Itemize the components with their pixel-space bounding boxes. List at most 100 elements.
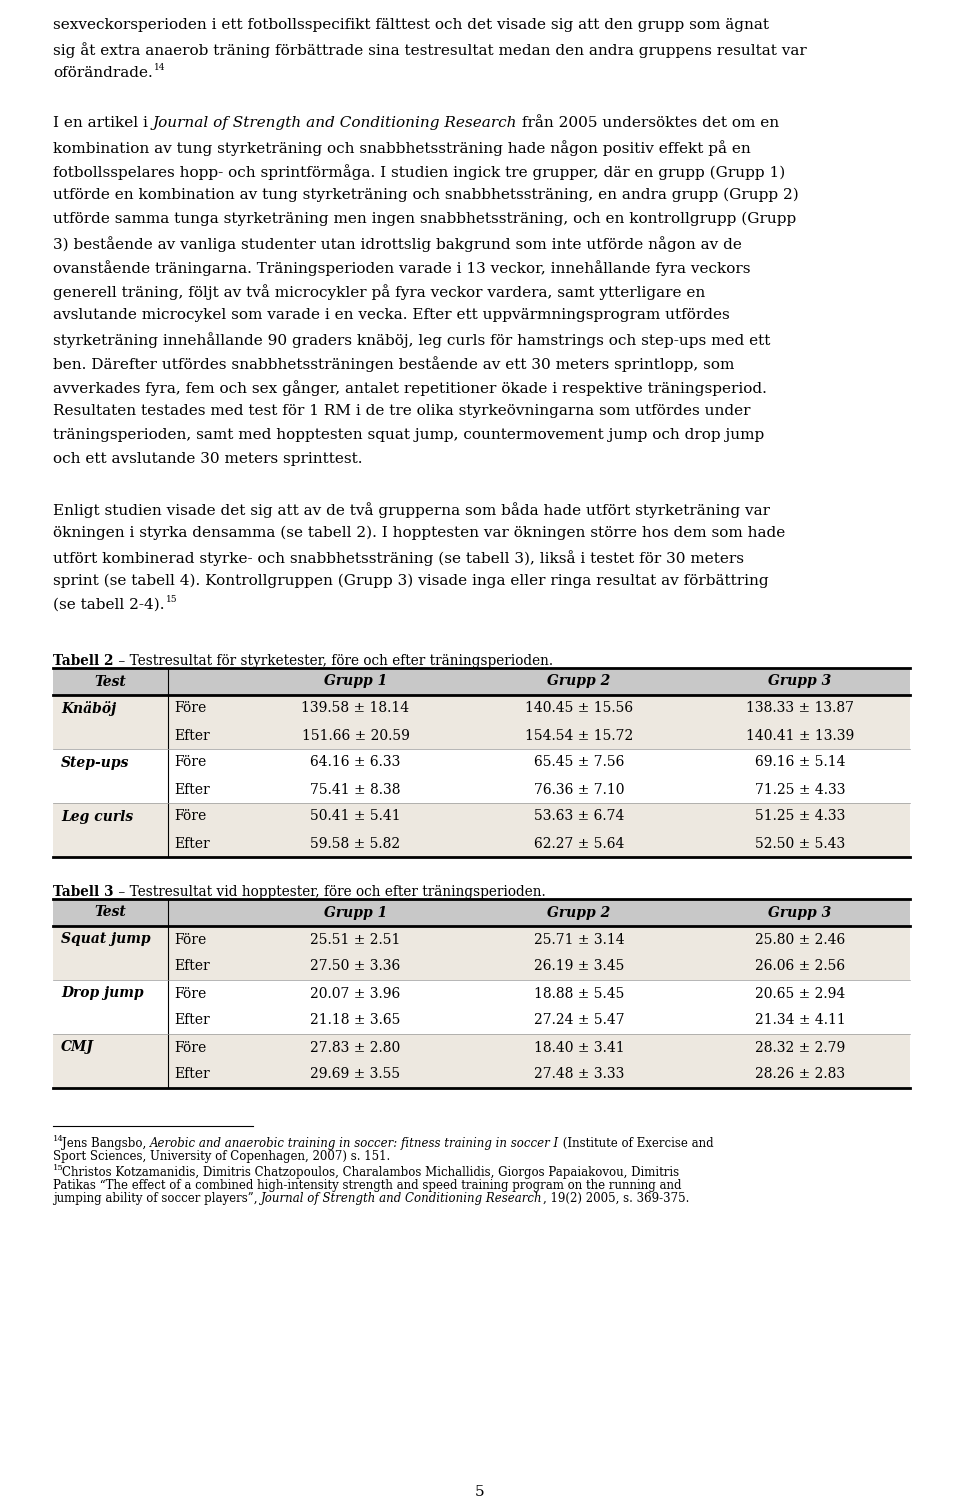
Text: Patikas “The effect of a combined high-intensity strength and speed training pro: Patikas “The effect of a combined high-i…	[53, 1179, 682, 1191]
Text: utförde en kombination av tung styrketräning och snabbhetssträning, en andra gru: utförde en kombination av tung styrketrä…	[53, 188, 799, 202]
Bar	[53, 668, 910, 695]
Text: fotbollsspelares hopp- och sprintförmåga. I studien ingick tre grupper, där en g: fotbollsspelares hopp- och sprintförmåga…	[53, 164, 785, 179]
Text: generell träning, följt av två microcykler på fyra veckor vardera, samt ytterlig: generell träning, följt av två microcykl…	[53, 284, 706, 300]
Bar	[53, 899, 910, 926]
Text: 139.58 ± 18.14: 139.58 ± 18.14	[301, 701, 410, 715]
Text: Efter: Efter	[174, 959, 209, 974]
Text: 27.83 ± 2.80: 27.83 ± 2.80	[310, 1041, 400, 1054]
Text: Efter: Efter	[174, 837, 209, 851]
Text: 71.25 ± 4.33: 71.25 ± 4.33	[755, 783, 845, 796]
Text: Efter: Efter	[174, 1013, 209, 1027]
Bar	[53, 1062, 910, 1087]
Text: 20.65 ± 2.94: 20.65 ± 2.94	[755, 986, 845, 1000]
Text: 75.41 ± 8.38: 75.41 ± 8.38	[310, 783, 400, 796]
Text: 62.27 ± 5.64: 62.27 ± 5.64	[534, 837, 624, 851]
Text: Tabell 3: Tabell 3	[53, 885, 113, 899]
Text: 14: 14	[53, 1136, 64, 1143]
Text: 140.45 ± 15.56: 140.45 ± 15.56	[525, 701, 633, 715]
Text: Sport Sciences, University of Copenhagen, 2007) s. 151.: Sport Sciences, University of Copenhagen…	[53, 1151, 391, 1163]
Text: 15: 15	[53, 1164, 63, 1172]
Text: Jens Bangsbo,: Jens Bangsbo,	[62, 1137, 150, 1151]
Text: 50.41 ± 5.41: 50.41 ± 5.41	[310, 810, 401, 823]
Bar	[53, 1007, 910, 1034]
Text: 51.25 ± 4.33: 51.25 ± 4.33	[755, 810, 845, 823]
Text: I en artikel i: I en artikel i	[53, 116, 153, 130]
Bar	[53, 749, 910, 777]
Text: Grupp 1: Grupp 1	[324, 905, 387, 920]
Text: och ett avslutande 30 meters sprinttest.: och ett avslutande 30 meters sprinttest.	[53, 452, 363, 466]
Bar	[53, 695, 910, 722]
Text: 27.50 ± 3.36: 27.50 ± 3.36	[310, 959, 400, 974]
Text: Grupp 2: Grupp 2	[547, 674, 611, 689]
Text: träningsperioden, samt med hopptesten squat jump, countermovement jump och drop : träningsperioden, samt med hopptesten sq…	[53, 428, 764, 442]
Text: 25.80 ± 2.46: 25.80 ± 2.46	[755, 932, 845, 947]
Text: 28.32 ± 2.79: 28.32 ± 2.79	[755, 1041, 845, 1054]
Text: sprint (se tabell 4). Kontrollgruppen (Grupp 3) visade inga eller ringa resultat: sprint (se tabell 4). Kontrollgruppen (G…	[53, 575, 769, 588]
Text: 27.24 ± 5.47: 27.24 ± 5.47	[534, 1013, 624, 1027]
Bar	[53, 777, 910, 802]
Text: Squat jump: Squat jump	[61, 932, 151, 947]
Text: Journal of Strength and Conditioning Research: Journal of Strength and Conditioning Res…	[153, 116, 517, 130]
Text: Resultaten testades med test för 1 RM i de tre olika styrkeövningarna som utförd: Resultaten testades med test för 1 RM i …	[53, 404, 751, 418]
Text: CMJ: CMJ	[61, 1041, 94, 1054]
Text: 76.36 ± 7.10: 76.36 ± 7.10	[534, 783, 624, 796]
Text: utfört kombinerad styrke- och snabbhetssträning (se tabell 3), likså i testet fö: utfört kombinerad styrke- och snabbhetss…	[53, 550, 744, 566]
Text: 53.63 ± 6.74: 53.63 ± 6.74	[534, 810, 624, 823]
Text: (Institute of Exercise and: (Institute of Exercise and	[559, 1137, 713, 1151]
Text: – Testresultat för styrketester, före och efter träningsperioden.: – Testresultat för styrketester, före oc…	[113, 654, 553, 668]
Text: Grupp 3: Grupp 3	[768, 674, 831, 689]
Text: Före: Före	[174, 1041, 206, 1054]
Text: avverkades fyra, fem och sex gånger, antalet repetitioner ökade i respektive trä: avverkades fyra, fem och sex gånger, ant…	[53, 380, 767, 397]
Text: – Testresultat vid hopptester, före och efter träningsperioden.: – Testresultat vid hopptester, före och …	[113, 885, 545, 899]
Text: 14: 14	[154, 63, 165, 72]
Text: Före: Före	[174, 932, 206, 947]
Text: 69.16 ± 5.14: 69.16 ± 5.14	[755, 756, 845, 769]
Text: Grupp 1: Grupp 1	[324, 674, 387, 689]
Text: Test: Test	[95, 905, 127, 920]
Bar	[53, 926, 910, 953]
Text: ökningen i styrka densamma (se tabell 2). I hopptesten var ökningen större hos d: ökningen i styrka densamma (se tabell 2)…	[53, 526, 785, 540]
Bar	[53, 1034, 910, 1062]
Text: 15: 15	[165, 596, 178, 605]
Text: ovanstående träningarna. Träningsperioden varade i 13 veckor, innehållande fyra : ovanstående träningarna. Träningsperiode…	[53, 259, 751, 276]
Text: 25.71 ± 3.14: 25.71 ± 3.14	[534, 932, 624, 947]
Text: 140.41 ± 13.39: 140.41 ± 13.39	[746, 728, 854, 742]
Text: avslutande microcykel som varade i en vecka. Efter ett uppvärmningsprogram utför: avslutande microcykel som varade i en ve…	[53, 308, 730, 323]
Text: 138.33 ± 13.87: 138.33 ± 13.87	[746, 701, 854, 715]
Bar	[53, 829, 910, 857]
Text: styrketräning innehållande 90 graders knäböj, leg curls för hamstrings och step-: styrketräning innehållande 90 graders kn…	[53, 332, 770, 348]
Text: 26.06 ± 2.56: 26.06 ± 2.56	[755, 959, 845, 974]
Text: 28.26 ± 2.83: 28.26 ± 2.83	[755, 1068, 845, 1081]
Text: ben. Därefter utfördes snabbhetssträningen bestående av ett 30 meters sprintlopp: ben. Därefter utfördes snabbhetssträning…	[53, 356, 734, 372]
Text: Grupp 2: Grupp 2	[547, 905, 611, 920]
Text: 3) bestående av vanliga studenter utan idrottslig bakgrund som inte utförde någo: 3) bestående av vanliga studenter utan i…	[53, 235, 742, 252]
Text: 27.48 ± 3.33: 27.48 ± 3.33	[534, 1068, 624, 1081]
Text: 29.69 ± 3.55: 29.69 ± 3.55	[310, 1068, 400, 1081]
Text: 26.19 ± 3.45: 26.19 ± 3.45	[534, 959, 624, 974]
Text: 25.51 ± 2.51: 25.51 ± 2.51	[310, 932, 400, 947]
Text: (se tabell 2-4).: (se tabell 2-4).	[53, 599, 164, 612]
Text: 21.34 ± 4.11: 21.34 ± 4.11	[755, 1013, 846, 1027]
Text: Leg curls: Leg curls	[61, 810, 133, 823]
Text: Före: Före	[174, 810, 206, 823]
Bar	[53, 980, 910, 1007]
Text: , 19(2) 2005, s. 369-375.: , 19(2) 2005, s. 369-375.	[542, 1191, 689, 1205]
Text: 151.66 ± 20.59: 151.66 ± 20.59	[301, 728, 409, 742]
Text: Journal of Strength and Conditioning Research: Journal of Strength and Conditioning Res…	[261, 1191, 542, 1205]
Text: Test: Test	[95, 674, 127, 689]
Text: Före: Före	[174, 701, 206, 715]
Text: 64.16 ± 6.33: 64.16 ± 6.33	[310, 756, 400, 769]
Text: 18.88 ± 5.45: 18.88 ± 5.45	[534, 986, 624, 1000]
Text: 154.54 ± 15.72: 154.54 ± 15.72	[525, 728, 634, 742]
Text: från 2005 undersöktes det om en: från 2005 undersöktes det om en	[517, 116, 780, 130]
Text: Christos Kotzamanidis, Dimitris Chatzopoulos, Charalambos Michallidis, Giorgos P: Christos Kotzamanidis, Dimitris Chatzopo…	[62, 1166, 679, 1179]
Bar	[53, 953, 910, 980]
Text: Drop jump: Drop jump	[61, 986, 144, 1000]
Text: utförde samma tunga styrketräning men ingen snabbhetssträning, och en kontrollgr: utförde samma tunga styrketräning men in…	[53, 213, 796, 226]
Bar	[53, 722, 910, 749]
Text: Efter: Efter	[174, 783, 209, 796]
Text: 20.07 ± 3.96: 20.07 ± 3.96	[310, 986, 400, 1000]
Text: Efter: Efter	[174, 1068, 209, 1081]
Text: Före: Före	[174, 986, 206, 1000]
Text: kombination av tung styrketräning och snabbhetssträning hade någon positiv effek: kombination av tung styrketräning och sn…	[53, 140, 751, 155]
